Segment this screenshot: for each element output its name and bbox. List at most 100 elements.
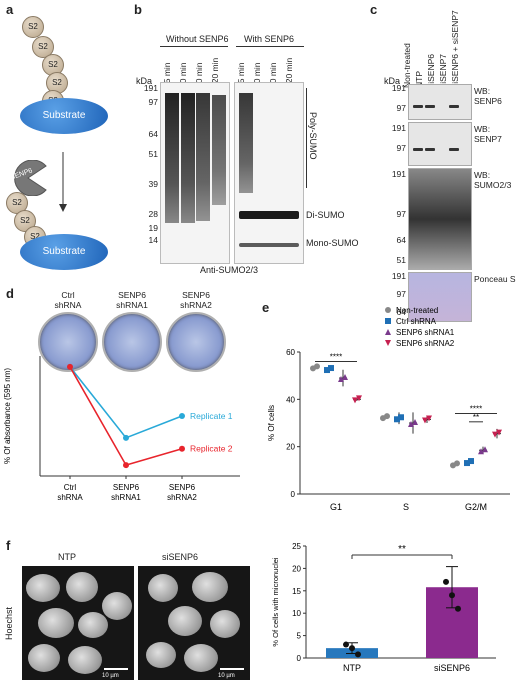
blot-c-0: [408, 84, 472, 120]
marker-point: [482, 446, 488, 453]
mw-marker: 64: [148, 129, 158, 139]
y-tick-label: 0: [297, 654, 302, 663]
significance-label: **: [398, 544, 406, 555]
data-point: [179, 413, 185, 419]
y-axis-label: % Of cells with micronuclei: [271, 557, 280, 647]
wb-label: WB:: [474, 124, 491, 134]
significance-label: ****: [470, 405, 482, 414]
well-label-line1: Ctrl: [61, 290, 75, 300]
y-axis-label: % Of cells: [267, 405, 276, 441]
marker-point: [324, 367, 330, 374]
series-line: [69, 366, 183, 467]
mw-marker: 191: [391, 169, 406, 179]
x-tick-label: S: [403, 502, 409, 512]
senp6-enzyme-icon: [14, 160, 47, 196]
marker-point: [352, 397, 358, 404]
wb-target-label: SENP7: [474, 134, 502, 144]
kda-label-b: kDa: [136, 76, 153, 86]
marker-point: [338, 376, 344, 383]
significance-label: **: [473, 413, 479, 422]
y-tick-label: 20: [292, 564, 301, 573]
x-tick-label: SENP6: [113, 483, 140, 492]
x-tick-label: NTP: [343, 663, 361, 673]
y-tick-label: 15: [292, 587, 301, 596]
well-label-line1: SENP6: [182, 290, 210, 300]
scalebar-label-sisenp6: 10 µm: [218, 673, 235, 679]
lane-label: Non-treated: [402, 43, 412, 88]
mw-marker: 191: [391, 123, 406, 133]
replicate-point: [455, 605, 461, 612]
scalebar-label-ntp: 10 µm: [102, 673, 119, 679]
significance-label: ****: [330, 352, 342, 361]
well-label-line2: shRNA2: [180, 300, 212, 310]
panel-label-b: b: [134, 2, 142, 17]
marker-point: [454, 460, 460, 467]
well-label-line2: shRNA1: [116, 300, 148, 310]
marker-point: [464, 460, 470, 467]
wb-target-label: SENP6: [474, 96, 502, 106]
legend-label: SENP6 shRNA1: [396, 328, 455, 337]
y-tick-label: 25: [292, 542, 301, 551]
blot-c-2: [408, 168, 472, 270]
arrow-icon: [59, 152, 67, 212]
marker-point: [408, 421, 414, 427]
replicate-point: [343, 641, 349, 648]
blot-with-senp6: [234, 82, 304, 264]
marker-point: [328, 365, 334, 372]
replicate-point: [449, 592, 455, 599]
y-tick-label: 60: [286, 348, 295, 357]
marker-point: [385, 318, 391, 324]
micrograph-sisenp6: 10 µm: [138, 566, 250, 680]
marker-point: [384, 413, 390, 420]
mw-marker: 191: [391, 271, 406, 281]
chart-d: % Of absorbance (595 nm)CtrlshRNASENP6sh…: [3, 356, 240, 502]
blot-band: [425, 105, 435, 109]
marker-point: [385, 307, 391, 313]
mw-marker: 64: [396, 307, 406, 317]
group-label-with: With SENP6: [244, 34, 295, 44]
mw-marker: 97: [396, 103, 406, 113]
marker-point: [385, 340, 391, 346]
legend-label: Non-treated: [396, 306, 438, 315]
marker-point: [314, 363, 320, 370]
panel-label-a: a: [6, 2, 14, 17]
blot-band: [425, 148, 435, 152]
y-tick-label: 10: [292, 609, 301, 618]
marker-point: [492, 431, 498, 438]
lane-label: siSENP7: [438, 53, 448, 88]
mw-marker: 19: [148, 223, 158, 233]
colony-well: [38, 312, 98, 372]
lane-label: siSENP6 + siSENP7: [450, 10, 460, 88]
hoechst-label: Hoechst: [4, 606, 14, 640]
x-tick-label: shRNA2: [167, 493, 197, 502]
sumo-unit: S2: [42, 54, 64, 76]
blot-c-3: [408, 272, 472, 322]
data-point: [67, 363, 73, 370]
legend-label: Ctrl shRNA: [396, 317, 437, 326]
group-underline-with: [236, 46, 304, 47]
replicate-point: [355, 651, 361, 658]
y-tick-label: 0: [291, 490, 296, 499]
poly-bracket: [306, 88, 307, 188]
data-point: [179, 445, 185, 452]
image-label-ntp: NTP: [58, 552, 76, 562]
x-tick-label: G1: [330, 502, 342, 512]
wb-target-label: Ponceau S: [474, 274, 516, 284]
substrate-bottom-label: Substrate: [42, 246, 86, 257]
mw-marker: 97: [148, 97, 158, 107]
blot-band: [449, 148, 459, 152]
mw-marker: 51: [148, 149, 158, 159]
y-tick-label: 5: [297, 632, 302, 641]
antibody-label: Anti-SUMO2/3: [200, 265, 259, 275]
wb-target-label: SUMO2/3: [474, 180, 512, 190]
blot-band: [449, 105, 459, 109]
marker-point: [468, 458, 474, 465]
mw-marker: 14: [148, 235, 158, 245]
group-label-without: Without SENP6: [166, 34, 229, 44]
x-tick-label: SENP6: [169, 483, 196, 492]
marker-point: [412, 419, 418, 425]
data-point: [123, 434, 129, 441]
wb-label: WB:: [474, 170, 491, 180]
panel-label-d: d: [6, 286, 14, 301]
mw-marker: 64: [396, 235, 406, 245]
